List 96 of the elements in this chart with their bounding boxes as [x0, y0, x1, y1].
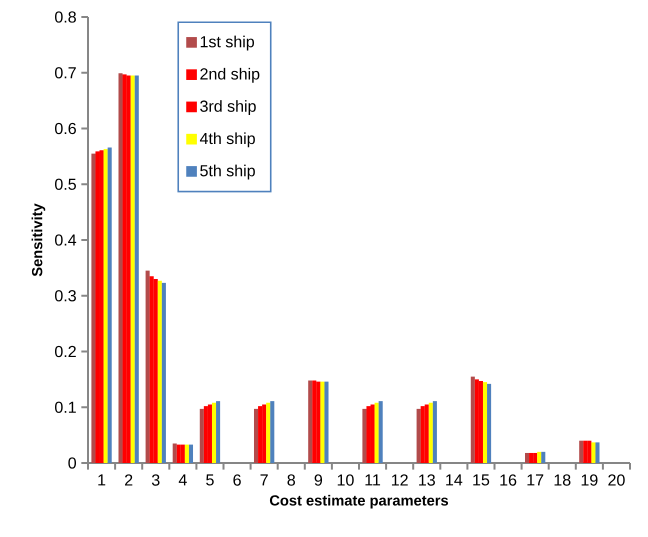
bar	[529, 452, 534, 463]
bar	[200, 408, 204, 463]
bar	[583, 440, 588, 463]
bar	[184, 444, 189, 463]
x-tick-label: 4	[178, 474, 187, 486]
bar	[428, 402, 433, 463]
bar	[262, 404, 266, 463]
x-tick-label: 20	[608, 474, 625, 486]
bar	[158, 280, 162, 463]
legend-label: 3rd ship	[200, 100, 256, 116]
bar	[146, 270, 150, 463]
x-tick-label: 5	[206, 474, 214, 486]
bar	[378, 401, 383, 463]
x-tick-label: 9	[314, 474, 322, 486]
x-tick-label: 8	[287, 474, 295, 486]
x-tick-label: 2	[125, 474, 132, 486]
bar	[478, 381, 483, 463]
legend-label: 2nd ship	[200, 68, 260, 83]
bar	[595, 442, 600, 463]
bar	[579, 440, 584, 463]
bar	[126, 76, 131, 463]
x-tick-label: 13	[419, 474, 435, 486]
y-tick-label: 0.1	[55, 402, 76, 413]
bar	[482, 382, 488, 463]
x-tick-label: 11	[365, 474, 380, 486]
bar	[150, 276, 154, 463]
bar	[591, 442, 596, 463]
x-tick-label: 18	[554, 474, 570, 486]
bar	[470, 376, 475, 463]
bar	[172, 443, 177, 463]
x-tick-label: 16	[500, 474, 516, 486]
bar	[366, 406, 371, 463]
y-tick-label: 0.5	[55, 178, 76, 190]
y-tick-label: 0.6	[55, 122, 76, 134]
bar	[95, 151, 100, 463]
bar	[424, 404, 429, 463]
bar	[524, 452, 530, 463]
bar	[474, 379, 479, 463]
bar	[100, 150, 104, 463]
bar	[188, 444, 194, 463]
x-tick-label: 14	[446, 474, 462, 486]
bar	[212, 402, 216, 463]
bar	[312, 380, 316, 463]
x-tick-label: 1	[98, 474, 106, 486]
bar	[420, 406, 425, 463]
y-tick-label: 0.4	[55, 234, 76, 246]
bar	[176, 444, 181, 463]
bar	[541, 452, 546, 463]
x-tick-label: 6	[233, 474, 241, 486]
bar	[91, 154, 96, 463]
bar	[487, 384, 492, 463]
bar	[204, 406, 208, 463]
x-tick-label: 7	[260, 474, 268, 486]
bar	[533, 452, 538, 463]
bar	[432, 401, 437, 463]
legend-label: 1st ship	[200, 36, 254, 51]
bar	[134, 76, 139, 463]
bar	[320, 382, 324, 463]
y-tick-label: 0.2	[55, 346, 76, 358]
x-tick-label: 19	[582, 474, 598, 486]
bar	[108, 147, 112, 463]
legend-label: 5th ship	[200, 164, 255, 180]
x-tick-label: 12	[392, 474, 408, 486]
y-axis-title: Sensitivity	[32, 203, 46, 276]
y-tick-label: 0.7	[55, 67, 76, 78]
legend-label: 4th ship	[200, 132, 255, 148]
bar	[370, 404, 375, 463]
bar	[308, 380, 312, 463]
bar	[216, 401, 220, 463]
bar	[270, 401, 274, 463]
bar	[587, 440, 592, 463]
bar	[154, 279, 158, 463]
x-axis-title: Cost estimate parameters	[270, 494, 448, 509]
x-tick-label: 17	[527, 474, 544, 486]
bar	[130, 76, 135, 463]
bar	[324, 382, 329, 463]
bar	[180, 444, 185, 463]
y-tick-label: 0.3	[55, 290, 76, 302]
bar	[362, 408, 366, 463]
bar	[416, 408, 421, 463]
bar	[316, 382, 320, 463]
bar	[208, 404, 212, 463]
x-tick-label: 15	[473, 474, 490, 486]
y-tick-label: 0.8	[55, 11, 76, 23]
bar	[162, 282, 166, 463]
bar	[537, 452, 542, 463]
bar	[118, 73, 123, 463]
bar	[266, 402, 270, 463]
x-tick-label: 10	[338, 474, 354, 486]
x-tick-label: 3	[152, 474, 160, 486]
bar	[104, 149, 108, 463]
bar	[258, 406, 262, 463]
y-tick-label: 0	[68, 457, 76, 469]
bar	[122, 74, 127, 463]
bar	[374, 402, 379, 463]
bar	[254, 408, 258, 463]
